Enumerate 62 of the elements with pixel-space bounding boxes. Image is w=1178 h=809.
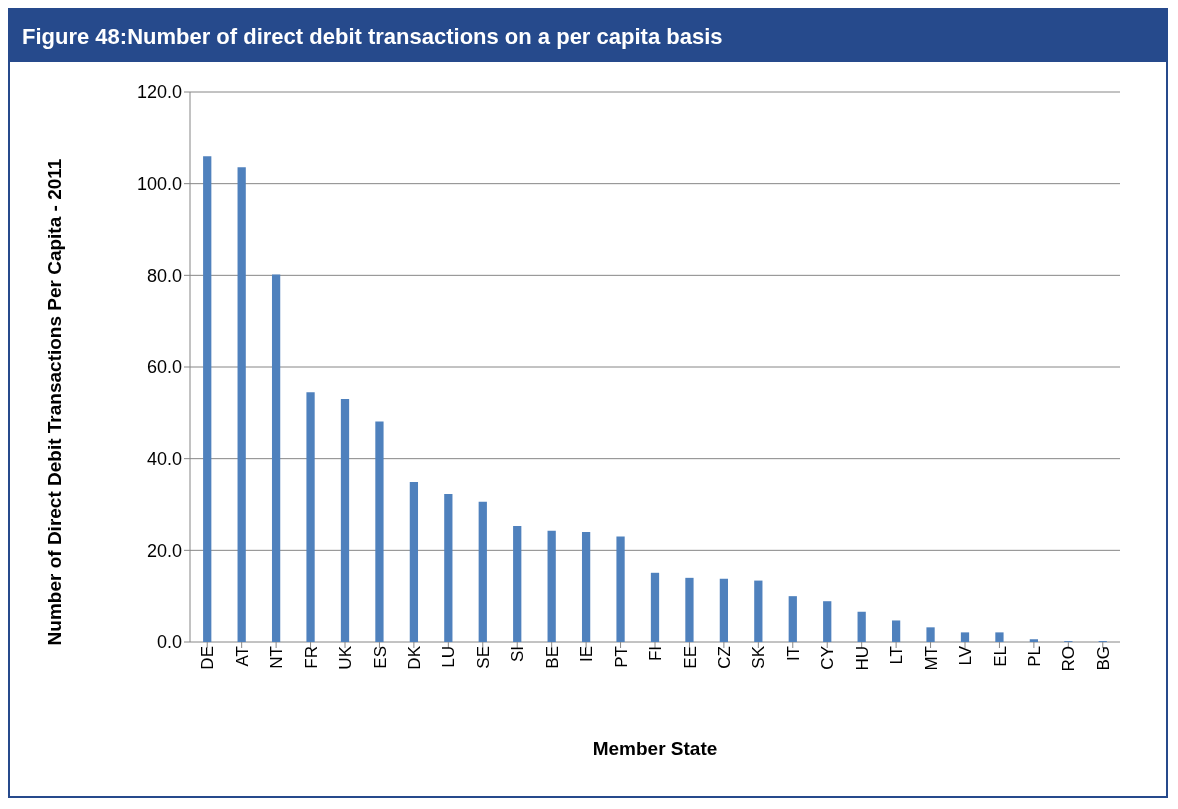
x-tick-label: HU [852, 646, 872, 671]
bar [754, 580, 763, 642]
x-tick-label: RO [1059, 646, 1079, 672]
bar [444, 493, 453, 642]
y-axis-title: Number of Direct Debit Transactions Per Capita - 2011 [43, 157, 66, 648]
bar [823, 601, 832, 642]
x-tick-label: NT [267, 646, 287, 669]
x-tick-label: UK [336, 645, 356, 670]
x-tick-label: EE [680, 646, 700, 669]
x-tick-label: FR [301, 646, 321, 669]
bar [271, 274, 281, 642]
x-axis-title: Member State [592, 738, 718, 760]
bar [926, 627, 935, 642]
bar [478, 501, 487, 642]
bar [857, 611, 866, 642]
x-tick-label: CY [818, 646, 838, 670]
bar [788, 596, 797, 642]
bar [513, 526, 522, 642]
x-tick-label: IE [577, 646, 597, 663]
y-tick-label: 0.0 [156, 632, 182, 653]
x-tick-label: SE [473, 646, 493, 669]
x-tick-label: BG [1093, 646, 1113, 671]
bar [203, 156, 212, 642]
x-tick-label: CZ [714, 646, 734, 669]
bar [409, 482, 419, 642]
x-tick-label: SK [749, 645, 769, 669]
x-tick-label: PL [1024, 646, 1044, 667]
x-tick-label: IT [783, 646, 803, 662]
bar [237, 167, 246, 642]
x-tick-label: MT [921, 646, 941, 671]
x-tick-label: LT [887, 646, 907, 665]
x-tick-label: ES [370, 646, 390, 669]
bar [719, 578, 729, 642]
bar [650, 572, 660, 642]
y-tick-label: 100.0 [136, 174, 182, 195]
x-tick-label: PT [611, 646, 631, 668]
x-tick-label: LU [439, 646, 459, 668]
x-tick-label: DE [198, 646, 218, 670]
y-tick-label: 80.0 [146, 265, 182, 286]
y-tick-label: 60.0 [146, 357, 182, 378]
x-tick-label: DK [404, 645, 424, 670]
x-tick-label: AT [232, 646, 252, 667]
bar [581, 532, 591, 642]
x-tick-label: SI [508, 646, 528, 663]
y-tick-label: 20.0 [146, 540, 182, 561]
x-tick-label: BE [542, 646, 562, 669]
bar [960, 632, 970, 642]
bar [306, 392, 315, 642]
bar [685, 577, 694, 642]
x-tick-label: LV [956, 645, 976, 666]
bar [375, 421, 384, 642]
chart-title: Figure 48:Number of direct debit transactions on a per capita basis [10, 10, 1166, 62]
x-tick-label: FI [646, 646, 666, 662]
bar [340, 399, 350, 642]
y-tick-label: 120.0 [136, 82, 182, 103]
y-tick-label: 40.0 [146, 449, 182, 470]
bar [547, 530, 556, 642]
bar [616, 536, 625, 642]
x-tick-label: EL [990, 646, 1010, 667]
bar [1029, 639, 1039, 642]
bar [891, 620, 901, 642]
bar [995, 632, 1004, 642]
